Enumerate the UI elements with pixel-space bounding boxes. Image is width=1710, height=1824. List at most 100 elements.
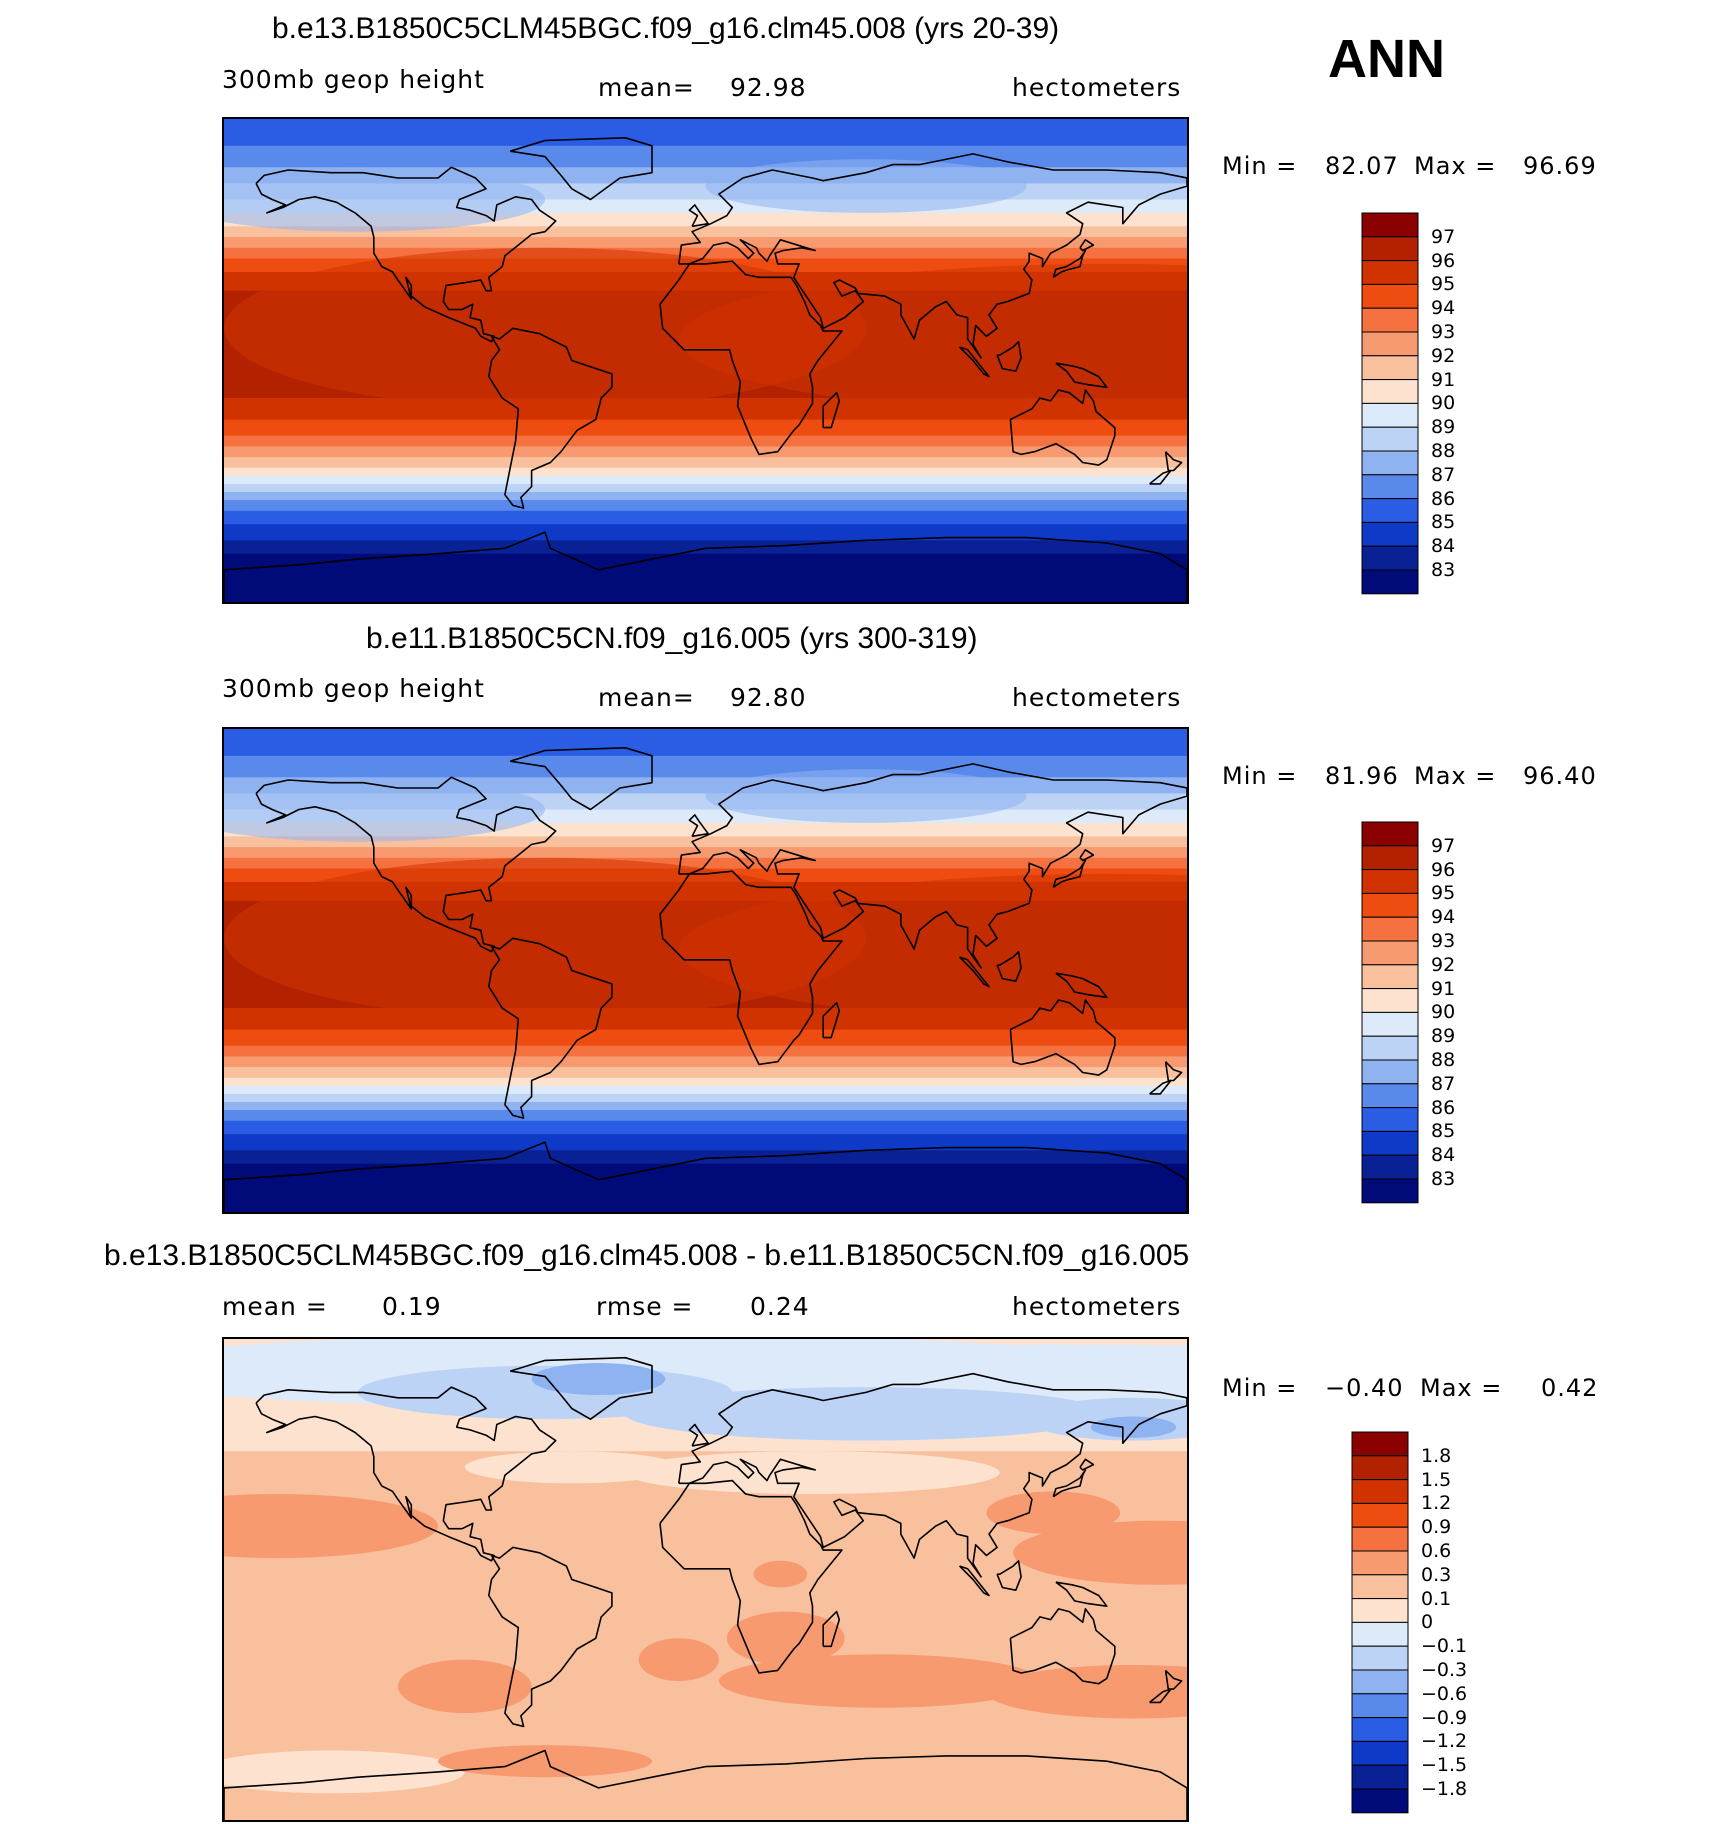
colorbar-tick-label: 95 [1431,273,1456,296]
colorbar-tick-label: 0.9 [1421,1516,1452,1539]
coastline [822,391,841,429]
map-field [224,119,1187,602]
coastline [1055,1581,1108,1608]
min-label: Min = [1222,1374,1298,1402]
variable-label: 300mb geop height [222,674,485,703]
coastline [224,1141,1187,1212]
colorbar-swatch [1351,1526,1409,1552]
min-label: Min = [1222,152,1298,180]
colorbar-swatch [1361,964,1419,990]
contour-band [224,1093,1187,1103]
colorbar-tick-label: 94 [1431,906,1456,929]
colorbar-tick-label: 96 [1431,858,1456,881]
coastline [678,763,1187,969]
colorbar-swatch [1351,1669,1409,1695]
colorbar-swatch [1361,545,1419,571]
rmse-value: 0.24 [750,1292,810,1321]
colorbar-swatch [1361,355,1419,381]
min-value: 82.07 [1325,152,1399,180]
colorbar-swatch [1351,1693,1409,1719]
colorbar-tick-label: 92 [1431,344,1456,367]
contour-blob [726,1611,845,1666]
colorbar-tick-label: 86 [1431,487,1456,510]
contour-band [224,836,1187,848]
colorbar-swatch [1351,1574,1409,1600]
contour-band [224,847,1187,859]
colorbar-swatch [1361,260,1419,285]
coastline [509,746,653,811]
colorbar-swatch [1361,426,1419,452]
colorbar-swatch [1361,940,1419,966]
coastline [688,814,710,838]
colorbar-tick-label: 97 [1431,225,1456,248]
coastline [224,1749,1187,1820]
colorbar-swatch [1361,498,1419,523]
coastline [487,327,613,509]
colorbar-tick-label: −0.6 [1421,1682,1468,1705]
variable-label: 300mb geop height [222,65,485,94]
map-plot [222,727,1189,1214]
colorbar-tick-label: −1.8 [1421,1778,1468,1800]
colorbar-swatch [1361,521,1419,547]
coastline [255,1386,557,1562]
colorbar-tick-label: 91 [1431,368,1456,391]
colorbar-swatch [1351,1431,1409,1457]
contour-band [224,446,1187,458]
coastline [1149,1688,1172,1704]
colorbar-swatch [1351,1455,1409,1481]
colorbar-swatch [1361,916,1419,942]
coastline [1052,859,1087,888]
colorbar-tick-label: 84 [1431,1144,1456,1167]
colorbar-swatch [1351,1479,1409,1504]
panel-title: b.e13.B1850C5CLM45BGC.f09_g16.clm45.008 … [104,1239,1190,1272]
coastline [959,956,990,988]
colorbar-tick-label: 85 [1431,1120,1456,1143]
season-label: ANN [1328,29,1445,89]
mean-value: 92.98 [730,73,807,102]
colorbar-tick-label: 1.5 [1421,1468,1452,1491]
contour-band [224,755,1187,778]
max-label: Max = [1414,762,1497,790]
colorbar-swatch [1361,450,1419,476]
contour-blob [718,1654,1040,1708]
colorbar-tick-label: 93 [1431,930,1456,952]
coastline [1164,451,1183,472]
coastline [1079,239,1095,252]
contour-band [224,1077,1187,1087]
rmse-label: rmse = [596,1292,694,1321]
contour-blob [705,159,1027,213]
coastline [1055,972,1108,999]
contour-blob [224,1493,438,1559]
coastline [996,340,1022,372]
coastline [1079,1458,1095,1471]
colorbar-swatch [1361,1083,1419,1109]
map-plot [222,1337,1189,1822]
contour-band [224,1120,1187,1135]
colorbar-swatch [1351,1740,1409,1766]
contour-band [224,483,1187,493]
coastline [659,870,843,1066]
contour-blob [224,167,545,232]
max-value: 96.40 [1523,762,1597,790]
units-label: hectometers [1012,683,1182,712]
contour-band [224,145,1187,168]
coastline [224,531,1187,602]
colorbar-swatch [1351,1550,1409,1576]
colorbar-swatch [1361,988,1419,1013]
colorbar-swatch [1361,307,1419,333]
coastline [509,136,653,201]
coastline [1052,1469,1087,1498]
units-label: hectometers [1012,73,1182,102]
mean-value: 92.80 [730,683,807,712]
colorbar-swatch [1361,1035,1419,1061]
contour-blob [224,857,866,1019]
colorbar-swatch [1351,1764,1409,1790]
contour-band [224,500,1187,512]
colorbar-tick-label: 96 [1431,249,1456,272]
mean-label: mean= [598,683,695,712]
coastline [487,1546,613,1728]
min-value: −0.40 [1325,1374,1404,1402]
colorbar-swatch [1361,1130,1419,1156]
colorbar-swatch [1361,379,1419,404]
coastline [822,1610,841,1648]
